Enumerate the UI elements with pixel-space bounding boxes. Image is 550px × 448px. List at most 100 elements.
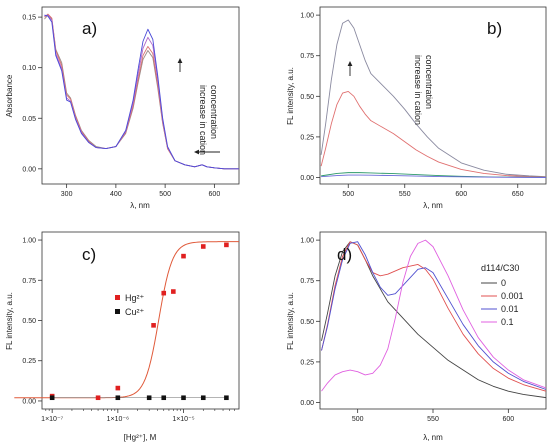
- panel-d-series: [321, 239, 547, 399]
- panel-a-xtick-label: 500: [159, 191, 171, 198]
- panel-d-ytick-label: 0.00: [300, 400, 314, 407]
- panel-c-point-hg: [161, 290, 167, 296]
- panel-c-point-cu: [115, 395, 121, 401]
- panel-c-ytick-label: 0.50: [22, 318, 36, 325]
- panel-a-xtick-label: 300: [61, 191, 73, 198]
- panel-b-series-line-3: [321, 174, 547, 178]
- panel-c-ytick-label: 0.75: [22, 278, 36, 285]
- panel-d-xtick-label: 600: [502, 416, 514, 423]
- panel-a-series: [44, 13, 239, 170]
- panel-b-ytick-label: 0.00: [300, 175, 314, 182]
- panel-a-annotation-line1: increase in cation: [198, 85, 208, 155]
- legend-label-hg: Hg²⁺: [125, 293, 145, 303]
- panel-c-point-hg: [115, 385, 121, 391]
- panel-d-series-line-0: [321, 241, 547, 399]
- panel-b: 500 550 600 650 0.00 0.25 0.50 0.75 1.00 λ, nm F…: [286, 6, 547, 210]
- panel-b-xtick-label: 500: [342, 191, 354, 198]
- panel-b-xtick-label: 550: [399, 191, 411, 198]
- panel-c-xtick-label: 1×10⁻⁵: [172, 416, 194, 423]
- panel-c-xlabel: [Hg²⁺], M: [124, 433, 157, 442]
- legend-label-2: 0.01: [501, 304, 519, 314]
- panel-b-xlabel: λ, nm: [423, 201, 443, 210]
- panel-c-ticks: 1×10⁻⁷ 1×10⁻⁶ 1×10⁻⁵ 0.00 0.25 0.50 0.75 1.00: [22, 238, 235, 423]
- panel-c-ytick-label: 1.00: [22, 238, 36, 245]
- panel-c-ylabel: FL intensity, a.u.: [5, 292, 14, 350]
- panel-c-point-cu: [161, 395, 167, 401]
- panel-b-ytick-label: 1.00: [300, 13, 314, 20]
- panel-b-annotation-line1: increase in cation: [413, 55, 423, 125]
- legend-label-1: 0.001: [501, 291, 524, 301]
- panel-c-point-cu: [146, 395, 152, 401]
- panel-a: 300 400 500 600 0.00 0.05 0.10 0.15 λ, nm Absor…: [5, 6, 240, 210]
- panel-c-point-cu: [200, 395, 206, 401]
- panel-a-ytick-label: 0.05: [22, 116, 36, 123]
- panel-a-xtick-label: 600: [209, 191, 221, 198]
- panel-b-xtick-label: 600: [455, 191, 467, 198]
- panel-b-annotation-line2: concentration: [424, 55, 434, 109]
- legend-label-0: 0: [501, 278, 506, 288]
- panel-c: 1×10⁻⁷ 1×10⁻⁶ 1×10⁻⁵ 0.00 0.25 0.50 0.75 1.00 […: [5, 231, 240, 442]
- panel-a-plot-frame: [41, 6, 240, 185]
- panel-c-point-hg: [200, 244, 206, 249]
- panel-c-point-hg: [181, 253, 186, 259]
- panel-b-ytick-label: 0.75: [300, 53, 314, 60]
- panel-b-xtick-label: 650: [512, 191, 524, 198]
- panel-b-ticks: 500 550 600 650 0.00 0.25 0.50 0.75 1.00: [300, 13, 523, 198]
- panel-d-xlabel: λ, nm: [423, 433, 443, 442]
- panel-c-point-hg: [224, 242, 229, 248]
- legend-label-3: 0.1: [501, 317, 514, 327]
- panel-b-ytick-label: 0.25: [300, 134, 314, 141]
- panel-a-left-arrow: [194, 149, 220, 155]
- panel-a-ytick-label: 0.00: [22, 166, 36, 173]
- panel-d-series-line-1: [321, 241, 547, 392]
- panel-a-ticks: 300 400 500 600 0.00 0.05 0.10 0.15: [22, 15, 220, 198]
- panel-c-fit-curve: [14, 241, 239, 399]
- panel-a-ytick-label: 0.15: [22, 15, 36, 22]
- panel-d-series-line-2: [321, 241, 547, 390]
- panel-b-ytick-label: 0.50: [300, 94, 314, 101]
- panel-b-label: b): [487, 19, 502, 38]
- panel-c-ytick-label: 0.25: [22, 358, 36, 365]
- panel-c-series: [14, 241, 239, 401]
- panel-c-point-hg: [151, 323, 156, 328]
- legend-marker-hg: [115, 295, 120, 300]
- panel-a-up-arrow: [177, 58, 183, 72]
- panel-c-point-hg: [95, 395, 101, 401]
- panel-a-ylabel: Absorbance: [5, 74, 14, 117]
- panel-d-ytick-label: 0.25: [300, 359, 314, 366]
- panel-d-series-line-3: [321, 239, 547, 392]
- panel-b-plot-frame: [319, 6, 547, 185]
- panel-a-xtick-label: 400: [110, 191, 122, 198]
- panel-d-xtick-label: 500: [352, 416, 364, 423]
- panel-c-plot-frame: [41, 231, 240, 410]
- panel-d-ytick-label: 0.50: [300, 319, 314, 326]
- panel-c-ytick-label: 0.00: [22, 398, 36, 405]
- legend-marker-cu: [115, 309, 120, 314]
- panel-d-xtick-label: 550: [427, 416, 439, 423]
- panel-b-series-line-1: [320, 90, 547, 178]
- panel-b-series-line-0: [320, 19, 547, 178]
- legend-label-cu: Cu²⁺: [125, 307, 145, 317]
- panel-b-series: [320, 19, 547, 178]
- panel-a-xlabel: λ, nm: [130, 201, 150, 210]
- panel-d-ylabel: FL intensity, a.u.: [286, 292, 295, 350]
- panel-c-point-cu: [224, 395, 229, 401]
- panel-d-ytick-label: 0.75: [300, 278, 314, 285]
- panel-d-legend: d114/C30 0 0.001 0.01 0.1: [481, 263, 524, 327]
- panel-d-label: d): [337, 245, 352, 264]
- panel-c-xtick-label: 1×10⁻⁶: [107, 416, 129, 423]
- panel-d-ticks: 500 550 600 0.00 0.25 0.50 0.75 1.00: [300, 238, 514, 423]
- panel-b-up-arrow: [347, 61, 353, 76]
- panel-c-label: c): [82, 245, 96, 264]
- panel-b-ylabel: FL intensity, a.u.: [286, 67, 295, 125]
- panel-d: 500 550 600 0.00 0.25 0.50 0.75 1.00 λ, nm FL i…: [286, 231, 547, 442]
- panel-c-legend: Hg²⁺ Cu²⁺: [115, 293, 145, 317]
- panel-c-point-cu: [181, 395, 186, 401]
- panel-c-xtick-label: 1×10⁻⁷: [41, 416, 63, 423]
- legend-title: d114/C30: [481, 263, 519, 273]
- panel-c-point-cu: [49, 395, 55, 401]
- panel-d-ytick-label: 1.00: [300, 238, 314, 245]
- panel-a-label: a): [82, 19, 97, 38]
- panel-a-annotation-line2: concentration: [209, 85, 219, 139]
